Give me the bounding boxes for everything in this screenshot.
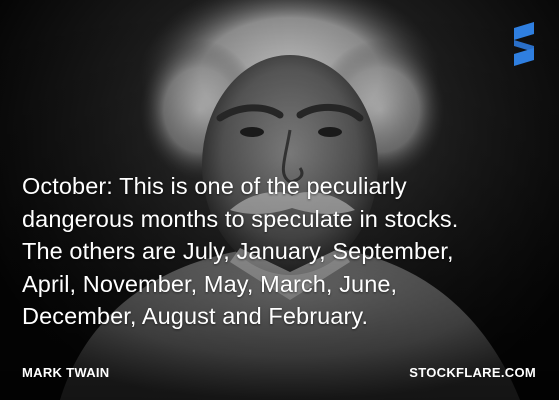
quote-line: dangerous months to speculate in stocks. [22,205,459,232]
stockflare-s-logo-icon[interactable] [510,22,538,66]
brand-link[interactable]: STOCKFLARE.COM [409,365,536,380]
quote-author: MARK TWAIN [22,365,110,380]
quote-line: April, November, May, March, June, [22,270,398,297]
quote-line: October: This is one of the peculiarly [22,173,407,199]
quote-line: December, August and February. [22,303,369,329]
quote-text: October: This is one of the peculiarly d… [22,170,542,333]
quote-line: The others are July, January, September, [22,238,454,264]
